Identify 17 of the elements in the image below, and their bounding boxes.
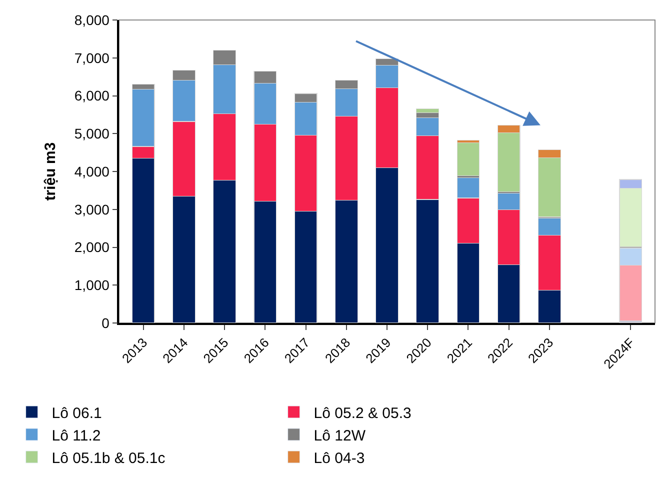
legend-label: Lô 12W [314, 427, 366, 444]
legend-label: Lô 11.2 [52, 427, 101, 444]
y-tick-label: 2,000 [74, 239, 110, 256]
y-tick-label: 0 [102, 314, 110, 331]
legend-label: Lô 05.2 & 05.3 [314, 404, 412, 422]
y-tick-label: 5,000 [74, 126, 110, 142]
legend-label: Lô 06.1 [52, 404, 102, 422]
bar [456, 142, 480, 176]
y-tick-label: 6,000 [74, 88, 110, 104]
y-tick-label: 1,000 [74, 277, 110, 294]
y-tick-label: 7,000 [74, 50, 110, 66]
y-tick-label: 3,000 [74, 201, 110, 218]
legend-label: Lô 04-3 [314, 450, 365, 467]
legend-label: Lô 05.1b & 05.1c [52, 450, 166, 467]
y-tick-label: 8,000 [74, 12, 110, 28]
y-tick-label: 4,000 [74, 163, 110, 180]
y-axis-title: triệu m3 [42, 142, 60, 201]
